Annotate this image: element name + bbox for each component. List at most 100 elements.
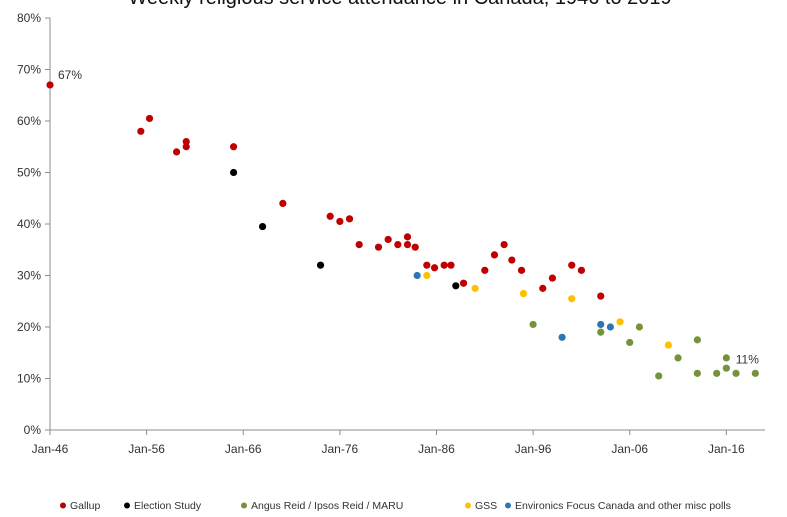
data-point [413, 271, 421, 280]
data-point [384, 235, 392, 244]
data-point [394, 241, 402, 249]
annotations: 67% 11% [58, 68, 759, 366]
data-point [597, 328, 605, 336]
legend-marker [124, 502, 130, 509]
data-point [674, 354, 682, 362]
data-point [430, 264, 439, 272]
data-point [355, 241, 363, 249]
legend-label: Environics Focus Canada and other misc p… [515, 500, 731, 512]
data-point [577, 266, 586, 274]
y-tick-label: 20% [17, 320, 41, 334]
legend-marker [465, 502, 471, 509]
legend-marker [60, 502, 66, 509]
x-tick-label: Jan-96 [515, 442, 552, 456]
series-2 [529, 320, 759, 380]
data-point [279, 199, 287, 207]
data-point [423, 261, 431, 269]
legend-label: Angus Reid / Ipsos Reid / MARU [251, 500, 403, 512]
x-tick-label: Jan-66 [225, 442, 262, 456]
data-point [137, 127, 145, 135]
legend-item: Gallup [60, 500, 101, 512]
y-tick-label: 0% [24, 423, 42, 437]
x-tick-label: Jan-16 [708, 442, 745, 456]
data-point [345, 215, 354, 223]
x-tick-label: Jan-76 [322, 442, 359, 456]
legend-label: Election Study [134, 500, 202, 512]
legend-item: Environics Focus Canada and other misc p… [505, 500, 731, 512]
data-point [229, 143, 238, 151]
data-point [568, 261, 576, 269]
data-point [713, 369, 721, 377]
legend-item: Angus Reid / Ipsos Reid / MARU [241, 500, 403, 512]
data-point [411, 243, 419, 251]
data-points [46, 81, 759, 380]
legend-marker [505, 502, 511, 509]
data-point [606, 323, 615, 331]
axes: 0% 10% 20% 30% 40% 50% 60% 70% 80% Jan-46 Jan-56 Ja… [17, 11, 765, 456]
data-point [423, 271, 431, 280]
data-point [626, 338, 634, 347]
data-point [732, 369, 740, 377]
data-point [751, 369, 759, 377]
data-point [229, 168, 238, 177]
series-0 [46, 81, 605, 300]
legend-marker [241, 502, 247, 509]
data-point [508, 256, 516, 264]
data-point [558, 333, 566, 341]
data-point [568, 295, 576, 303]
data-point [182, 138, 190, 146]
y-tick-label: 60% [17, 114, 41, 128]
data-point [172, 148, 181, 156]
series-3 [423, 271, 672, 349]
data-point [452, 282, 460, 290]
data-point [597, 292, 605, 300]
y-tick-label: 50% [17, 166, 41, 180]
data-point [693, 336, 701, 344]
legend-item: Election Study [124, 500, 202, 512]
data-point [722, 364, 730, 372]
legend: Gallup Election Study Angus Reid / Ipsos R… [60, 500, 731, 512]
data-point [500, 241, 508, 249]
data-point [517, 266, 526, 274]
data-point [471, 284, 479, 292]
series-4 [413, 271, 615, 341]
x-tick-label: Jan-46 [32, 442, 69, 456]
data-point [403, 241, 412, 249]
data-point [336, 217, 344, 226]
data-point [459, 279, 468, 287]
data-point [182, 143, 190, 151]
y-tick-label: 70% [17, 63, 41, 77]
data-point [693, 369, 701, 377]
data-point [46, 81, 54, 89]
data-point [722, 354, 730, 362]
data-point [519, 289, 528, 298]
data-point [374, 243, 383, 251]
data-point [597, 320, 605, 329]
y-tick-label: 10% [17, 372, 41, 386]
y-tick-label: 30% [17, 269, 41, 283]
x-tick-label: Jan-86 [418, 442, 455, 456]
chart-title: Weekly religious service attendance in C… [128, 0, 671, 9]
x-tick-label: Jan-56 [128, 442, 165, 456]
y-tick-label: 40% [17, 217, 41, 231]
data-point [539, 284, 547, 292]
data-point [548, 274, 557, 282]
data-point [316, 261, 325, 269]
data-point [440, 261, 448, 269]
y-tick-label: 80% [17, 11, 41, 25]
data-point [490, 251, 499, 259]
data-point [145, 114, 154, 123]
annotation-label: 67% [58, 68, 82, 82]
data-point [447, 261, 455, 269]
data-point [529, 320, 537, 329]
data-point [481, 266, 489, 274]
annotation-label: 11% [736, 352, 759, 366]
data-point [664, 341, 672, 349]
legend-label: Gallup [70, 500, 101, 512]
series-1 [229, 168, 460, 290]
legend-label: GSS [475, 500, 497, 512]
legend-item: GSS [465, 500, 497, 512]
data-point [258, 222, 267, 231]
data-point [326, 212, 334, 220]
